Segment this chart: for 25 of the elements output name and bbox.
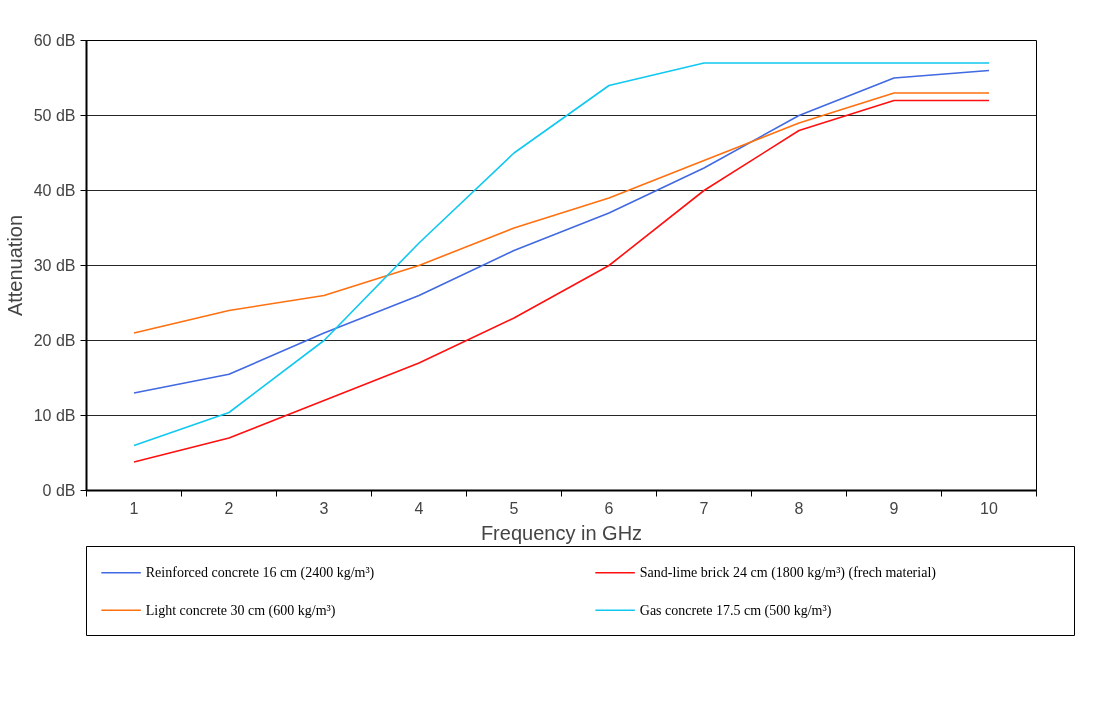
- y-tick-label: 40 dB: [33, 182, 76, 199]
- x-tick-label: 4: [414, 499, 424, 517]
- y-tick-label: 10 dB: [33, 407, 76, 424]
- x-tick-label: 3: [319, 499, 329, 517]
- x-axis-title: Frequency in GHz: [480, 521, 643, 544]
- legend-label: Light concrete 30 cm (600 kg/m³): [145, 602, 336, 619]
- y-tick-label: 50 dB: [33, 107, 76, 124]
- x-tick-label: 10: [980, 499, 998, 517]
- y-axis-title: Attenuation: [3, 214, 26, 317]
- y-tick-label: 0 dB: [42, 482, 76, 499]
- line-series: [133, 69, 990, 394]
- x-tick-label: 1: [129, 499, 139, 517]
- y-tick-label: 60 dB: [33, 32, 76, 49]
- legend-label: Sand-lime brick 24 cm (1800 kg/m³) (frech material): [639, 565, 937, 582]
- x-tick-label: 6: [604, 499, 614, 517]
- x-tick-label: 5: [509, 499, 519, 517]
- x-tick-label: 2: [224, 499, 234, 517]
- y-tick-label: 20 dB: [33, 332, 76, 349]
- x-tick-label: 7: [699, 499, 709, 517]
- legend-label: Reinforced concrete 16 cm (2400 kg/m³): [145, 565, 375, 582]
- x-tick-label: 9: [889, 499, 899, 517]
- legend-label: Gas concrete 17.5 cm (500 kg/m³): [639, 602, 832, 619]
- x-tick-label: 8: [794, 499, 804, 517]
- y-tick-label: 30 dB: [33, 257, 76, 274]
- line-series: [133, 92, 990, 334]
